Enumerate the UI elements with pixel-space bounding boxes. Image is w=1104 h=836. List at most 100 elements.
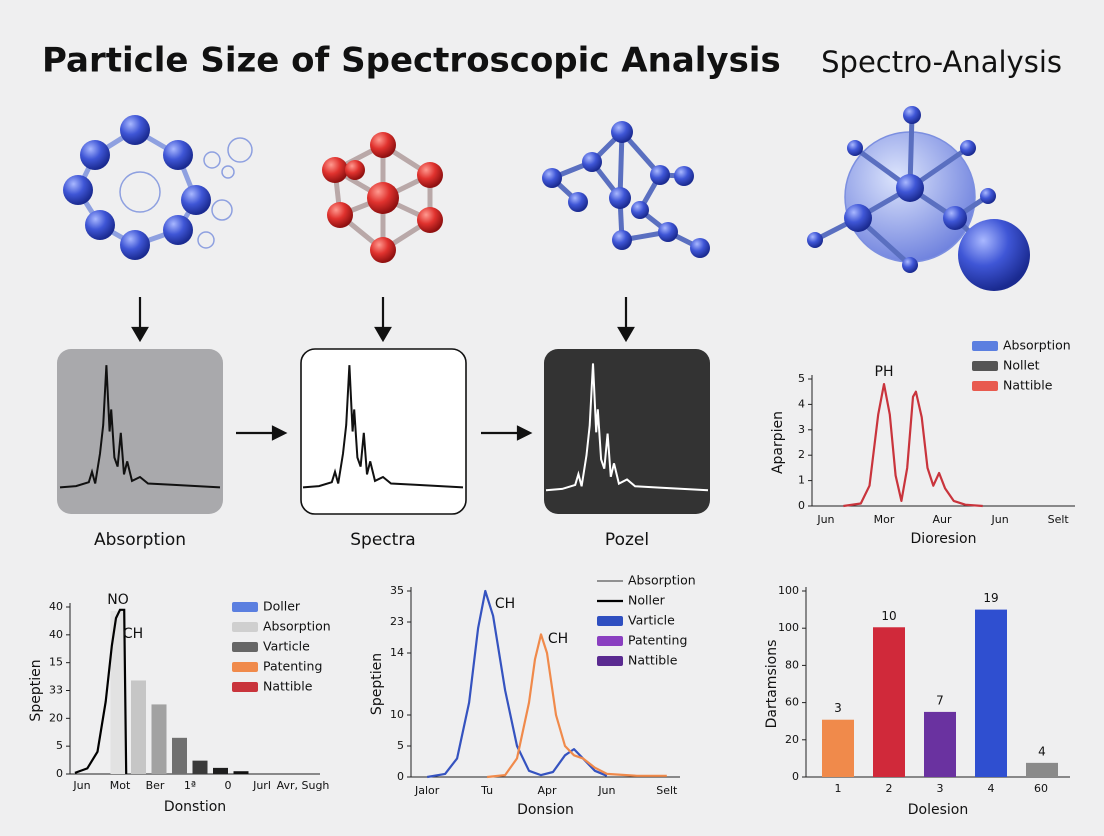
legend-swatch (597, 656, 623, 666)
y-tick-label: 33 (49, 684, 63, 697)
annotation: NO (107, 592, 129, 608)
bar (151, 704, 167, 774)
y-tick-label: 20 (785, 733, 799, 746)
panel-label: Absorption (94, 530, 186, 550)
y-tick-label: 4 (798, 397, 805, 410)
y-tick-label: 1 (798, 474, 805, 487)
legend-swatch (972, 341, 998, 351)
x-tick-label: Ber (146, 779, 165, 792)
y-tick-label: 80 (785, 658, 799, 671)
legend-swatch (972, 361, 998, 371)
atom (582, 152, 602, 172)
annotation: 4 (1038, 744, 1046, 758)
legend-label: Absorption (628, 573, 696, 588)
chart: 0 5 10 14 23 35 Speptien Donsion Jalor Tu Apr Jun Se… (369, 573, 696, 819)
x-tick-label: 60 (1034, 782, 1048, 795)
spectrum-trace (59, 365, 221, 489)
legend-label: Nattible (263, 679, 313, 694)
line-series (843, 383, 983, 508)
y-tick-label: 0 (397, 770, 404, 783)
legend-swatch (232, 622, 258, 632)
annotation: 19 (983, 591, 998, 605)
x-axis-label: Donsion (517, 802, 574, 818)
bond (617, 131, 625, 199)
atom (958, 219, 1030, 291)
legend-label: Nattible (1003, 378, 1053, 393)
bar (975, 609, 1007, 777)
legend-label: Absorption (1003, 338, 1071, 353)
legend-label: Varticle (628, 613, 675, 628)
bar (172, 737, 187, 774)
legend-swatch (232, 642, 258, 652)
x-tick-label: Aur (933, 513, 952, 526)
ring (211, 199, 233, 221)
y-tick-label: 0 (798, 499, 805, 512)
annotation: PH (875, 364, 894, 380)
annotation: 7 (936, 693, 944, 707)
ring (203, 151, 221, 169)
annotation: 10 (881, 609, 896, 623)
annotation: CH (495, 596, 515, 612)
bar (822, 719, 854, 777)
atom (844, 204, 872, 232)
x-tick-label: 2 (886, 782, 893, 795)
bar (873, 627, 905, 777)
legend-label: Nattible (628, 653, 678, 668)
spectrum-trace (545, 363, 709, 492)
y-tick-label: 100 (778, 584, 799, 597)
y-axis-label: Speptien (28, 659, 44, 721)
atom (612, 230, 632, 250)
y-axis-label: Dartamsions (764, 640, 780, 729)
x-tick-label: Selt (656, 784, 678, 797)
x-tick-label: Jurl (252, 779, 271, 792)
legend-swatch (232, 602, 258, 612)
y-tick-label: 35 (390, 584, 404, 597)
y-tick-label: 60 (785, 696, 799, 709)
atom (163, 140, 193, 170)
legend-swatch (597, 616, 623, 626)
legend-label: Patenting (263, 659, 322, 674)
spectrum-trace (302, 365, 464, 489)
x-tick-label: 1ª (184, 779, 196, 792)
annotation: CH (548, 631, 568, 647)
x-tick-label: 1 (835, 782, 842, 795)
bar (213, 767, 228, 774)
bar (233, 771, 249, 774)
bar (192, 760, 208, 774)
y-tick-label: 100 (778, 621, 799, 634)
x-tick-label: Jun (816, 513, 834, 526)
ring (119, 171, 161, 213)
panel-spectra (300, 348, 467, 515)
atom (980, 188, 996, 204)
atom (181, 185, 211, 215)
arrows (131, 297, 635, 441)
y-axis-label: Speptien (369, 653, 385, 715)
y-tick-label: 5 (798, 372, 805, 385)
atom (417, 207, 443, 233)
legend-label: Absorption (263, 619, 331, 634)
atom (611, 121, 633, 143)
atom (807, 232, 823, 248)
x-tick-label: 0 (225, 779, 232, 792)
atom (650, 165, 670, 185)
x-tick-label: Jun (597, 784, 615, 797)
atom (322, 157, 348, 183)
atom (896, 174, 924, 202)
legend-label: Nollet (1003, 358, 1040, 373)
panel-absorption (57, 349, 223, 514)
bar (924, 711, 956, 777)
y-tick-label: 40 (49, 628, 63, 641)
legend-swatch (232, 662, 258, 672)
ring (227, 137, 253, 163)
atom (960, 140, 976, 156)
chart: 0 5 20 33 15 40 40 Speptien Donstion Jun Mot Ber 1ª 0… (28, 592, 331, 815)
y-tick-label: 3 (798, 423, 805, 436)
y-tick-label: 10 (390, 708, 404, 721)
atom (658, 222, 678, 242)
line-series (74, 608, 128, 775)
annotation: 3 (834, 701, 842, 715)
panel-pozel (544, 349, 710, 514)
panel-label: Spectra (350, 530, 415, 550)
x-tick-label: Selt (1048, 513, 1070, 526)
